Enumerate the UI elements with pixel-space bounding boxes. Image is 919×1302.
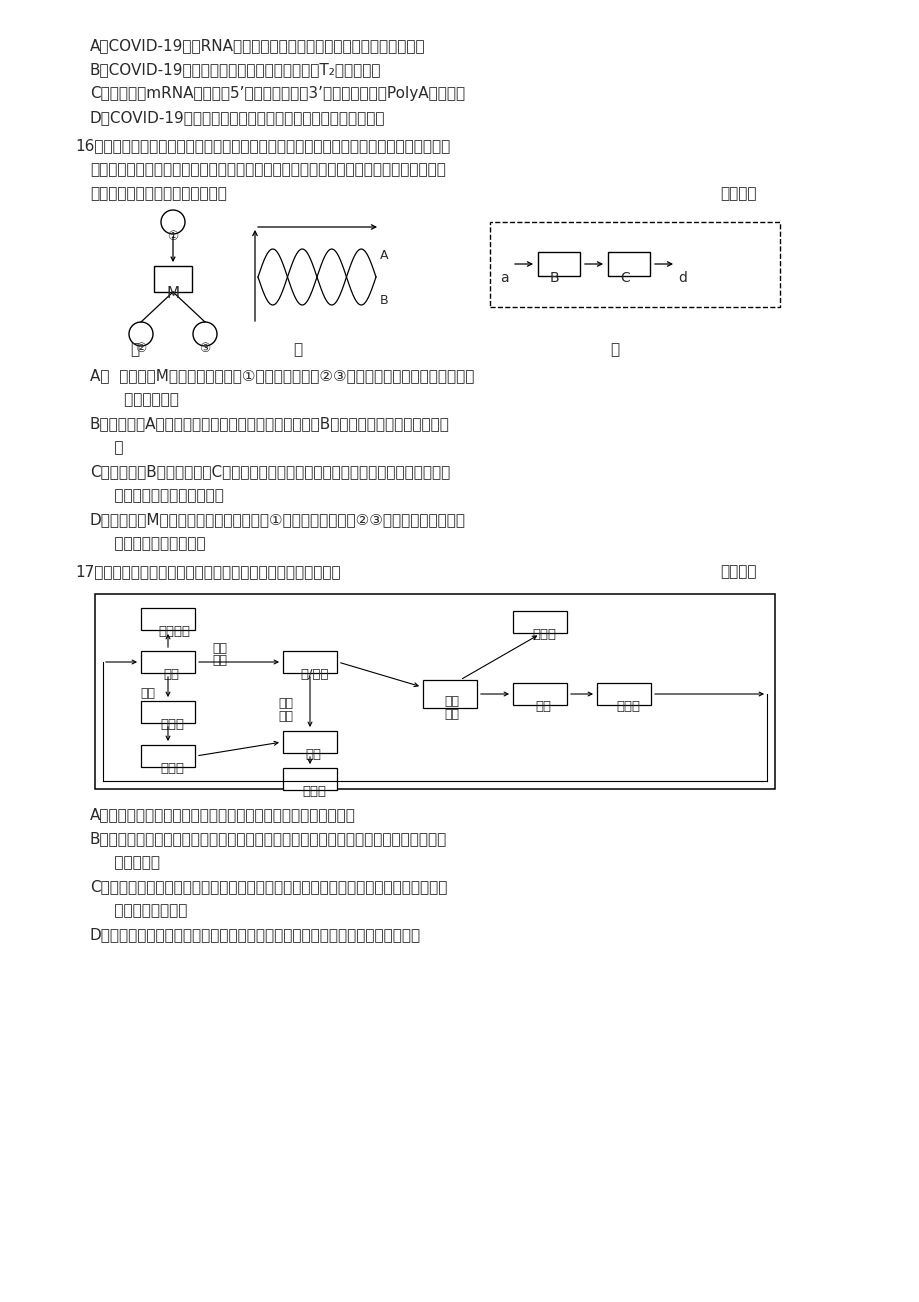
Text: d: d <box>677 271 686 285</box>
Text: B．COVID-19需在宿主细胞内增殖，侵入方式和T₂噬菌体相同: B．COVID-19需在宿主细胞内增殖，侵入方式和T₂噬菌体相同 <box>90 62 381 77</box>
Bar <box>283 651 336 673</box>
Text: ③: ③ <box>199 342 210 355</box>
Text: C: C <box>619 271 630 285</box>
Text: 生的免疫反应: 生的免疫反应 <box>90 392 178 408</box>
Text: 17．下图为典型生态农业循环生产模式图，下列说法不正确的是: 17．下图为典型生态农业循环生产模式图，下列说法不正确的是 <box>75 564 340 579</box>
Text: 果/蔬液: 果/蔬液 <box>300 668 328 681</box>
Text: D．通过适当延长光照时间可以增加鸡的产蛋量，这是对生态系统物理信息的应用: D．通过适当延长光照时间可以增加鸡的产蛋量，这是对生态系统物理信息的应用 <box>90 927 421 943</box>
Text: 农田: 农田 <box>305 749 321 760</box>
Text: 甲: 甲 <box>130 342 139 357</box>
Bar <box>95 594 774 789</box>
Text: 农产品: 农产品 <box>302 785 326 798</box>
Text: B．在该农业群落中能量一般以化合物的形式进行传递，该体系提高了各营养级之间的能: B．在该农业群落中能量一般以化合物的形式进行传递，该体系提高了各营养级之间的能 <box>90 831 447 846</box>
Text: D．COVID-19与人体内的宿主细胞具有相同的碱基互补配对方式: D．COVID-19与人体内的宿主细胞具有相同的碱基互补配对方式 <box>90 109 385 125</box>
Bar <box>283 768 336 790</box>
Bar <box>607 253 650 276</box>
Text: ②: ② <box>135 342 146 355</box>
Text: 甲状腺、肾上腺的影响更小: 甲状腺、肾上腺的影响更小 <box>90 488 223 503</box>
Text: A．  若甲图中M表示破损的皮肤，①代表病原体，则②③可代表某些白细胞和血浆蛋白产: A． 若甲图中M表示破损的皮肤，①代表病原体，则②③可代表某些白细胞和血浆蛋白产 <box>90 368 474 383</box>
Text: 食用菌: 食用菌 <box>161 717 185 730</box>
Text: 果蔬产品: 果蔬产品 <box>158 625 190 638</box>
Text: C．人类成熟mRNA应该具有5’端甲基化帽子，3’端多聚腺苷酸（PolyA）等结构: C．人类成熟mRNA应该具有5’端甲基化帽子，3’端多聚腺苷酸（PolyA）等结… <box>90 86 465 102</box>
Text: B: B <box>550 271 559 285</box>
Text: 加工: 加工 <box>211 654 227 667</box>
Text: C．该体系营养级增多，散失能量增多，但果蔬和农田作物利用了鸡粪便中的能量，实现: C．该体系营养级增多，散失能量增多，但果蔬和农田作物利用了鸡粪便中的能量，实现 <box>90 879 447 894</box>
Text: 乙: 乙 <box>292 342 301 357</box>
Text: 之间的关系，则下列表述错误的是: 之间的关系，则下列表述错误的是 <box>90 186 227 201</box>
Text: B: B <box>380 294 388 307</box>
Text: 饲料: 饲料 <box>278 697 292 710</box>
Text: 果蔬: 果蔬 <box>164 668 179 681</box>
Bar <box>538 253 579 276</box>
Bar <box>423 680 476 708</box>
Text: A．该生态系统中，物质可被循环利用，而不依赖于系统外的供应: A．该生态系统中，物质可被循环利用，而不依赖于系统外的供应 <box>90 807 356 822</box>
Text: 蛋鸡: 蛋鸡 <box>444 695 460 708</box>
Text: 了能量的多级利用: 了能量的多级利用 <box>90 904 187 918</box>
Text: M: M <box>167 286 180 301</box>
Text: D．若甲图中M表示膝反射的传入神经元，①代表适当刺激，则②③可代表抑制性中间神: D．若甲图中M表示膝反射的传入神经元，①代表适当刺激，则②③可代表抑制性中间神 <box>90 512 466 527</box>
Bar <box>513 684 566 704</box>
Text: 畜产品: 畜产品 <box>532 628 556 641</box>
Text: A: A <box>380 249 388 262</box>
Text: a: a <box>499 271 508 285</box>
Text: 菌废料: 菌废料 <box>161 762 185 775</box>
Text: A．COVID-19属于RNA病毒，其遗传信息传递过程中需要逆转录酶参与: A．COVID-19属于RNA病毒，其遗传信息传递过程中需要逆转录酶参与 <box>90 38 425 53</box>
Text: 丙: 丙 <box>609 342 618 357</box>
Circle shape <box>129 322 153 346</box>
Text: （　　）: （ ） <box>720 186 755 201</box>
Text: 养殖: 养殖 <box>444 708 460 721</box>
Text: C．若丙图中B表示下丘脑，C表示垂体，切断下丘脑与垂体的联系，对胰岛的影响比对: C．若丙图中B表示下丘脑，C表示垂体，切断下丘脑与垂体的联系，对胰岛的影响比对 <box>90 464 449 479</box>
Bar <box>490 223 779 307</box>
Bar <box>283 730 336 753</box>
Text: 化: 化 <box>90 440 123 454</box>
Text: B．若乙图中A表示动物血浆中甲状腺激素含量变化，则B可以表示促甲状腺激素含量变: B．若乙图中A表示动物血浆中甲状腺激素含量变化，则B可以表示促甲状腺激素含量变 <box>90 417 449 431</box>
Bar <box>596 684 651 704</box>
Bar <box>141 608 195 630</box>
Text: 鸡粪: 鸡粪 <box>535 700 550 713</box>
Text: ①: ① <box>167 230 178 243</box>
Bar <box>141 651 195 673</box>
Circle shape <box>161 210 185 234</box>
Text: 果枝: 果枝 <box>140 687 154 700</box>
Circle shape <box>193 322 217 346</box>
Text: 秸秆: 秸秆 <box>278 710 292 723</box>
Text: 有机肥: 有机肥 <box>616 700 640 713</box>
Bar <box>141 745 195 767</box>
Text: 经元被抑制和伸肌收缩: 经元被抑制和伸肌收缩 <box>90 536 206 551</box>
Bar <box>141 700 195 723</box>
Text: 量传递效率: 量传递效率 <box>90 855 160 870</box>
Text: 果蔬: 果蔬 <box>211 642 227 655</box>
Text: （　　）: （ ） <box>720 564 755 579</box>
Bar <box>153 266 192 292</box>
Bar <box>513 611 566 633</box>
Text: 16．模型是人们为了某种特定目的而对认识的对象所做的一种简化的概括性描述，模型构建: 16．模型是人们为了某种特定目的而对认识的对象所做的一种简化的概括性描述，模型构… <box>75 138 449 154</box>
Text: 是生命科学教学、研究和学习的一种重要方法。下图表示了生物学中某些概念或生理现象: 是生命科学教学、研究和学习的一种重要方法。下图表示了生物学中某些概念或生理现象 <box>90 161 446 177</box>
